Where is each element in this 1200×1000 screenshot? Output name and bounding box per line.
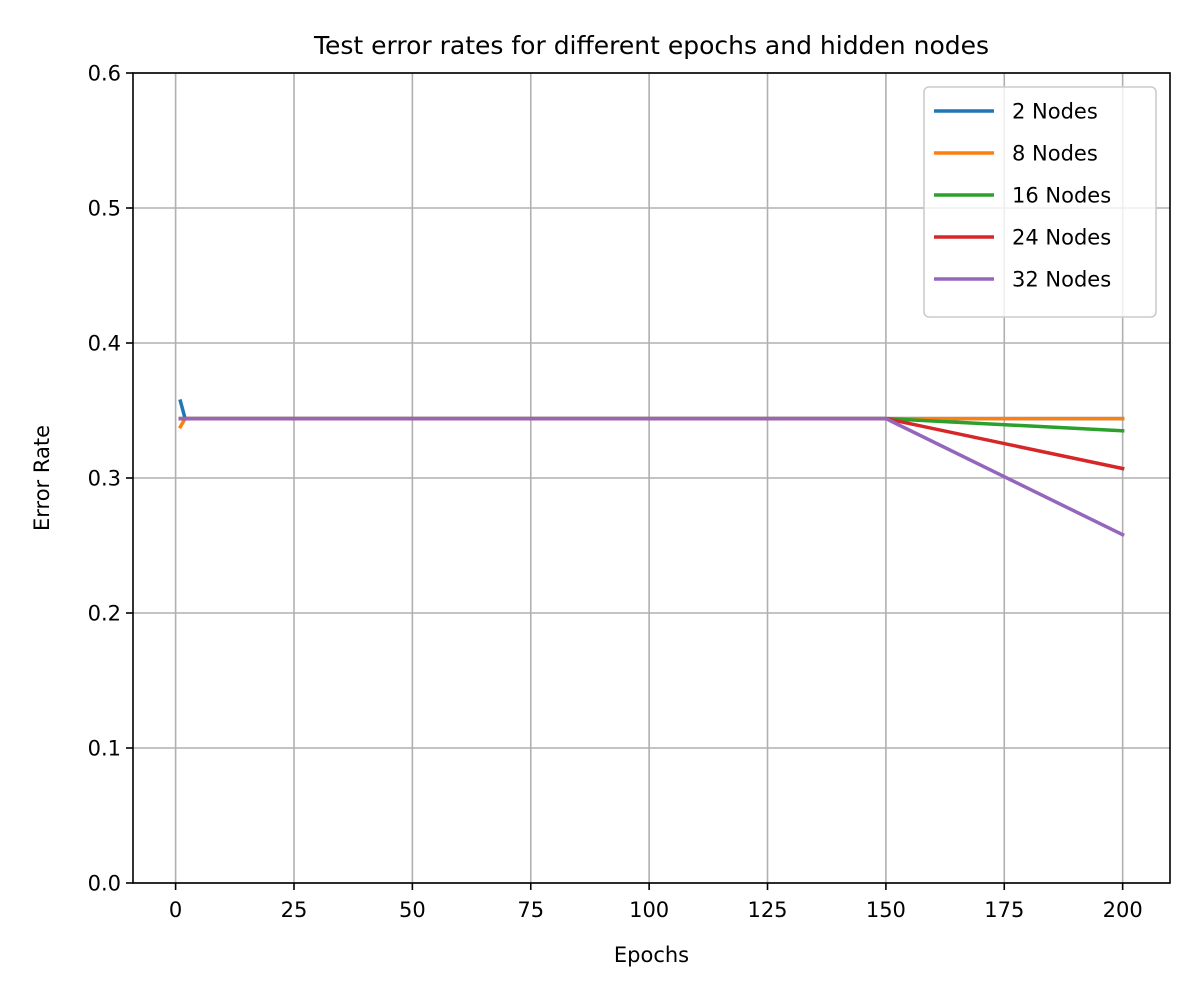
legend-box bbox=[923, 86, 1157, 318]
x-tick-label: 125 bbox=[747, 898, 787, 922]
legend-label: 32 Nodes bbox=[1012, 268, 1111, 292]
axis-ticks: 0 25 50 75 100 125 150 175 200 0.0 0.1 0.2 0.3 0.4 0.5… bbox=[88, 62, 1143, 923]
series-lines bbox=[178, 398, 1125, 538]
legend: 2 Nodes 8 Nodes 16 Nodes 24 Nodes 32 Nodes bbox=[923, 86, 1157, 318]
x-tick-label: 175 bbox=[984, 898, 1024, 922]
y-tick-label: 0.5 bbox=[88, 197, 121, 221]
x-tick-label: 75 bbox=[517, 898, 544, 922]
series-line-16-nodes bbox=[178, 416, 1125, 433]
grid bbox=[133, 72, 1170, 884]
y-tick-label: 0.1 bbox=[88, 737, 121, 761]
x-axis-label: Epochs bbox=[614, 943, 689, 967]
legend-label: 16 Nodes bbox=[1012, 184, 1111, 208]
chart-title: Test error rates for different epochs an… bbox=[313, 31, 989, 60]
legend-label: 2 Nodes bbox=[1012, 100, 1098, 124]
y-tick-label: 0.0 bbox=[88, 872, 121, 896]
x-tick-label: 150 bbox=[866, 898, 906, 922]
y-tick-label: 0.3 bbox=[88, 467, 121, 491]
legend-label: 24 Nodes bbox=[1012, 226, 1111, 250]
y-tick-label: 0.6 bbox=[88, 62, 121, 86]
y-tick-label: 0.4 bbox=[88, 332, 121, 356]
y-tick-label: 0.2 bbox=[88, 602, 121, 626]
x-tick-label: 25 bbox=[281, 898, 308, 922]
series-line-24-nodes bbox=[178, 416, 1125, 471]
y-axis-label: Error Rate bbox=[30, 425, 54, 531]
legend-label: 8 Nodes bbox=[1012, 142, 1098, 166]
x-tick-label: 100 bbox=[629, 898, 669, 922]
series-line-2-nodes bbox=[178, 398, 1125, 421]
x-tick-label: 0 bbox=[169, 898, 182, 922]
series-line-32-nodes bbox=[178, 416, 1125, 538]
x-tick-label: 200 bbox=[1103, 898, 1143, 922]
x-tick-label: 50 bbox=[399, 898, 426, 922]
